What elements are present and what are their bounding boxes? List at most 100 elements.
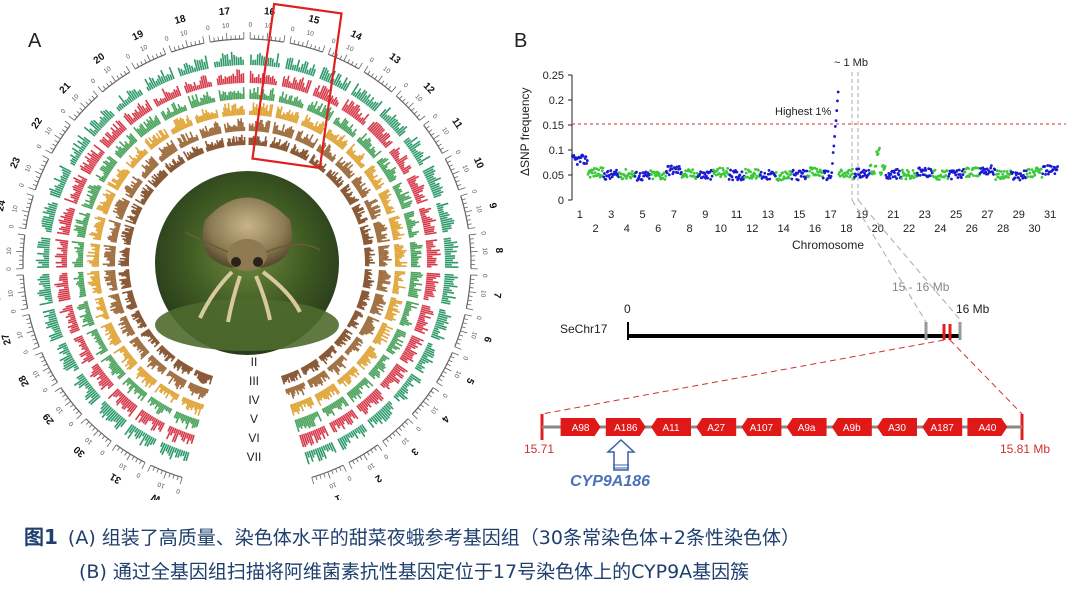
chromosome-label-2: 2 [373,472,384,485]
track-bar [362,238,369,242]
track-bar [394,393,400,398]
track-bar [351,387,362,399]
track-bar [372,340,377,345]
track-bar [275,142,279,149]
track-bar [391,121,399,129]
track-bar [101,345,107,350]
track-bar [100,402,108,410]
snp-point [1031,175,1035,179]
snp-point [641,171,645,175]
track-bar [302,149,309,160]
track-bar [70,325,79,330]
chromosome-17-highlight [251,2,343,170]
track-bar [102,110,112,120]
track-bar [232,104,236,116]
track-bar [335,339,342,345]
track-bar [377,278,386,281]
track-bar [326,405,332,414]
track-bar [378,249,388,253]
track-bar [311,360,319,371]
track-bar [340,376,345,382]
track-bar [358,300,368,306]
data-tracks [35,51,459,465]
track-bar [126,215,138,222]
track-bar [409,181,416,187]
track-bar [366,396,374,404]
ideogram-tick [27,322,32,325]
track-bar [358,359,367,367]
track-bar [381,406,391,417]
track-bar [425,282,435,286]
track-bar [339,355,345,361]
track-bar [400,355,408,362]
track-bar [266,110,269,117]
track-bar [226,122,230,133]
track-bar [121,320,130,326]
snp-point [585,161,589,165]
ideogram-tick [198,40,201,45]
track-bar [195,146,201,156]
track-bar [133,341,142,348]
track-bar [173,89,178,98]
track-bar [218,61,221,67]
track-bar [284,374,288,381]
scale-tick-label: 0 [402,82,410,90]
track-bar [396,328,407,335]
track-bar [143,324,148,328]
track-bar [238,137,241,146]
track-bar [104,278,117,282]
track-bar [232,136,236,146]
track-bar [283,78,287,88]
snp-point [997,172,1000,176]
track-bar [283,374,288,383]
track-bar [191,418,197,429]
track-bar [346,392,355,403]
track-bar [373,413,383,425]
track-bar [262,56,266,66]
track-bar [101,165,112,173]
track-bar [214,113,218,119]
ideogram-tick [73,114,78,118]
track-bar [109,302,122,309]
snp-point [835,109,839,112]
track-bar [138,346,146,354]
track-bar [133,88,140,98]
snp-point [629,176,633,180]
track-bar [204,95,209,104]
track-bar [168,446,174,457]
track-bar [327,348,332,354]
track-bar [376,362,385,370]
track-bar [323,351,329,358]
track-bar [127,355,133,360]
ideogram-chr-23 [34,158,50,191]
track-bar [76,221,88,226]
snp-point [836,90,840,94]
track-bar [157,137,162,144]
track-bar [426,251,438,254]
track-bar [317,85,325,99]
snp-point [684,169,688,173]
track-bar [347,196,356,203]
track-bar [425,286,435,290]
ideogram-tick [370,449,374,454]
track-bar [153,117,160,126]
track-bar [410,277,418,280]
track-bar [82,316,93,321]
track-bar [432,189,442,195]
track-bar [109,286,118,291]
track-bar [393,285,406,289]
track-bar [124,187,135,195]
ideogram-tick [405,101,409,106]
snp-point [801,171,804,175]
track-bar [120,347,127,354]
track-bar [128,231,134,234]
track-bar [341,375,350,385]
track-bar [375,233,382,236]
track-bar [70,162,76,166]
track-bar [269,104,274,118]
track-bar [77,174,88,181]
track-bar [181,118,188,129]
track-bar [89,128,97,136]
track-bar [346,371,351,376]
track-bar [335,418,342,427]
